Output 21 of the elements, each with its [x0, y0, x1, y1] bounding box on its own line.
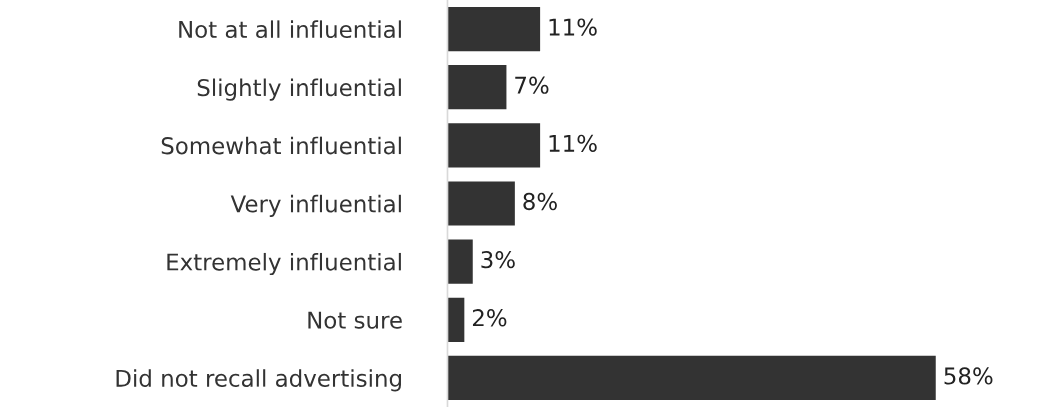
data-label: 11%	[549, 18, 597, 36]
bar	[447, 297, 465, 342]
data-label: 2%	[472, 309, 507, 327]
y-tick-label: Not sure	[308, 311, 402, 329]
y-tick-label: Not at all influential	[179, 20, 401, 39]
bar	[447, 65, 507, 110]
data-label: 7%	[515, 76, 549, 94]
data-label: 8%	[523, 192, 557, 211]
y-tick-label: Somewhat influential	[161, 136, 401, 155]
data-label: 58%	[944, 367, 993, 385]
bar	[447, 123, 541, 168]
data-label: 11%	[549, 134, 597, 153]
y-tick-label: Extremely influential	[167, 252, 401, 276]
bar	[447, 6, 541, 52]
data-label: 3%	[481, 250, 515, 269]
bar	[447, 181, 515, 226]
y-tick-label: Slightly influential	[197, 78, 401, 101]
bar	[447, 239, 473, 284]
bar	[447, 355, 936, 401]
y-tick-label: Did not recall advertising	[116, 369, 401, 392]
y-tick-label: Very influential	[230, 194, 401, 217]
